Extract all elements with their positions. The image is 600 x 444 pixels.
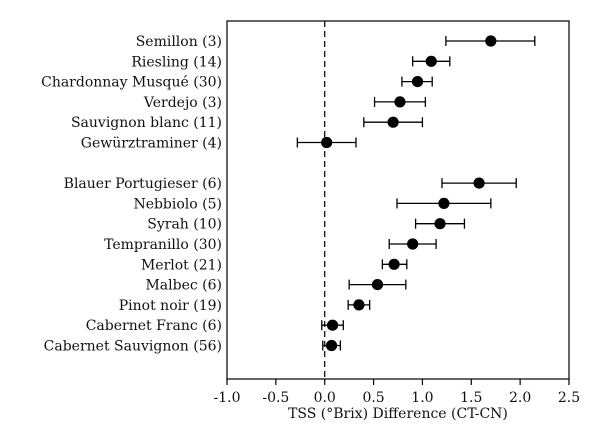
x-tick-label: 1.5 xyxy=(460,390,482,406)
row-item: Gewürztraminer (4) xyxy=(81,136,357,152)
point-marker xyxy=(371,279,384,291)
category-label: Sauvignon blanc (11) xyxy=(71,115,222,131)
point-marker xyxy=(321,136,333,149)
data-rows: Semillon (3) Riesling (14) Chardonnay Musq… xyxy=(41,34,536,355)
point-marker xyxy=(407,238,419,250)
category-label: Riesling (14) xyxy=(131,54,222,70)
point-marker xyxy=(325,339,338,352)
row-item: Pinot noir (19) xyxy=(119,298,371,314)
point-marker xyxy=(438,197,450,209)
category-label: Merlot (21) xyxy=(141,257,222,273)
row-item: Blauer Portugieser (6) xyxy=(64,176,517,192)
row-item: Riesling (14) xyxy=(131,54,451,70)
point-marker xyxy=(425,55,437,67)
x-tick-label: 0.5 xyxy=(362,390,384,406)
row-item: Sauvignon blanc (11) xyxy=(71,115,424,131)
row-item: Syrah (10) xyxy=(147,217,466,233)
x-tick-label: -1.0 xyxy=(214,390,241,406)
point-marker xyxy=(353,299,365,311)
plot-frame xyxy=(226,20,570,380)
row-item: Tempranillo (30) xyxy=(104,237,437,253)
category-label: Syrah (10) xyxy=(147,217,222,233)
category-label: Chardonnay Musqué (30) xyxy=(41,75,222,91)
category-label: Malbec (6) xyxy=(145,278,222,294)
point-marker xyxy=(411,76,424,88)
row-item: Cabernet Sauvignon (56) xyxy=(44,339,341,355)
row-item: Semillon (3) xyxy=(136,34,536,50)
point-marker xyxy=(434,218,446,230)
x-axis-ticks: -1.0 -0.5 0.0 0.5 1.0 1.5 2.0 2.5 xyxy=(214,379,580,406)
x-tick-label: 0.0 xyxy=(314,390,336,406)
category-label: Gewürztraminer (4) xyxy=(81,136,222,152)
point-marker xyxy=(473,177,485,189)
category-label: Tempranillo (30) xyxy=(104,237,222,253)
category-label: Pinot noir (19) xyxy=(119,298,222,314)
x-tick-label: 2.5 xyxy=(558,390,580,406)
row-item: Merlot (21) xyxy=(141,257,408,273)
row-item: Nebbiolo (5) xyxy=(133,196,492,212)
point-marker xyxy=(388,258,400,270)
row-item: Malbec (6) xyxy=(145,278,407,294)
point-marker xyxy=(394,96,406,108)
point-marker xyxy=(326,319,339,331)
row-item: Cabernet Franc (6) xyxy=(86,318,344,334)
x-tick-label: 1.0 xyxy=(411,390,433,406)
category-label: Verdejo (3) xyxy=(143,95,222,111)
category-label: Semillon (3) xyxy=(136,34,222,50)
category-label: Cabernet Sauvignon (56) xyxy=(44,339,222,355)
category-label: Nebbiolo (5) xyxy=(133,196,222,212)
row-item: Verdejo (3) xyxy=(143,95,427,111)
category-label: Cabernet Franc (6) xyxy=(86,318,222,334)
x-axis-title: TSS (°Brix) Difference (CT-CN) xyxy=(288,406,508,422)
point-marker xyxy=(485,35,497,47)
row-item: Chardonnay Musqué (30) xyxy=(41,75,433,91)
x-tick-label: -0.5 xyxy=(262,390,289,406)
category-label: Blauer Portugieser (6) xyxy=(64,176,222,192)
point-marker xyxy=(387,116,399,128)
x-tick-label: 2.0 xyxy=(509,390,531,406)
